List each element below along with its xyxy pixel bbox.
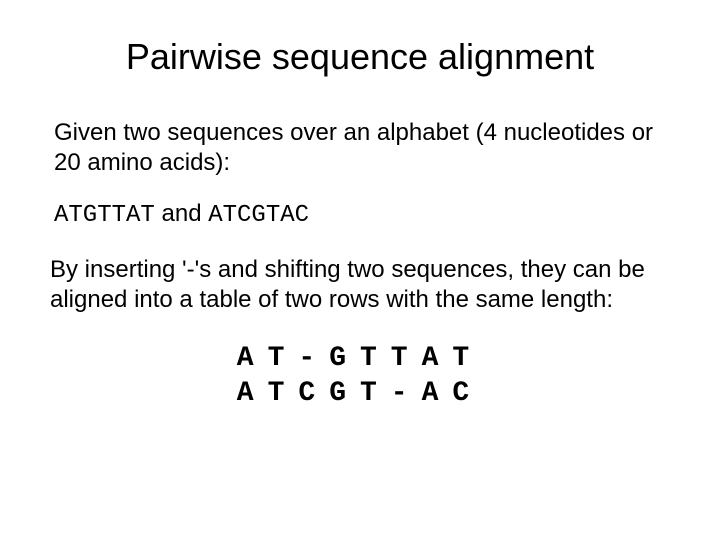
alignment-table: AT-GTTAT ATCGT-AC — [50, 341, 670, 411]
slide-title: Pairwise sequence alignment — [50, 36, 670, 78]
paragraph-explain: By inserting '-'s and shifting two seque… — [50, 255, 670, 315]
sequence-2: ATCGTAC — [208, 202, 309, 229]
alignment-row-1: AT-GTTAT — [50, 341, 670, 376]
paragraph-intro: Given two sequences over an alphabet (4 … — [50, 118, 670, 178]
sequence-line: ATGTTAT and ATCGTAC — [50, 200, 670, 229]
join-word: and — [155, 200, 208, 227]
alignment-row-2: ATCGT-AC — [50, 376, 670, 411]
slide: Pairwise sequence alignment Given two se… — [0, 0, 720, 540]
sequence-1: ATGTTAT — [54, 202, 155, 229]
